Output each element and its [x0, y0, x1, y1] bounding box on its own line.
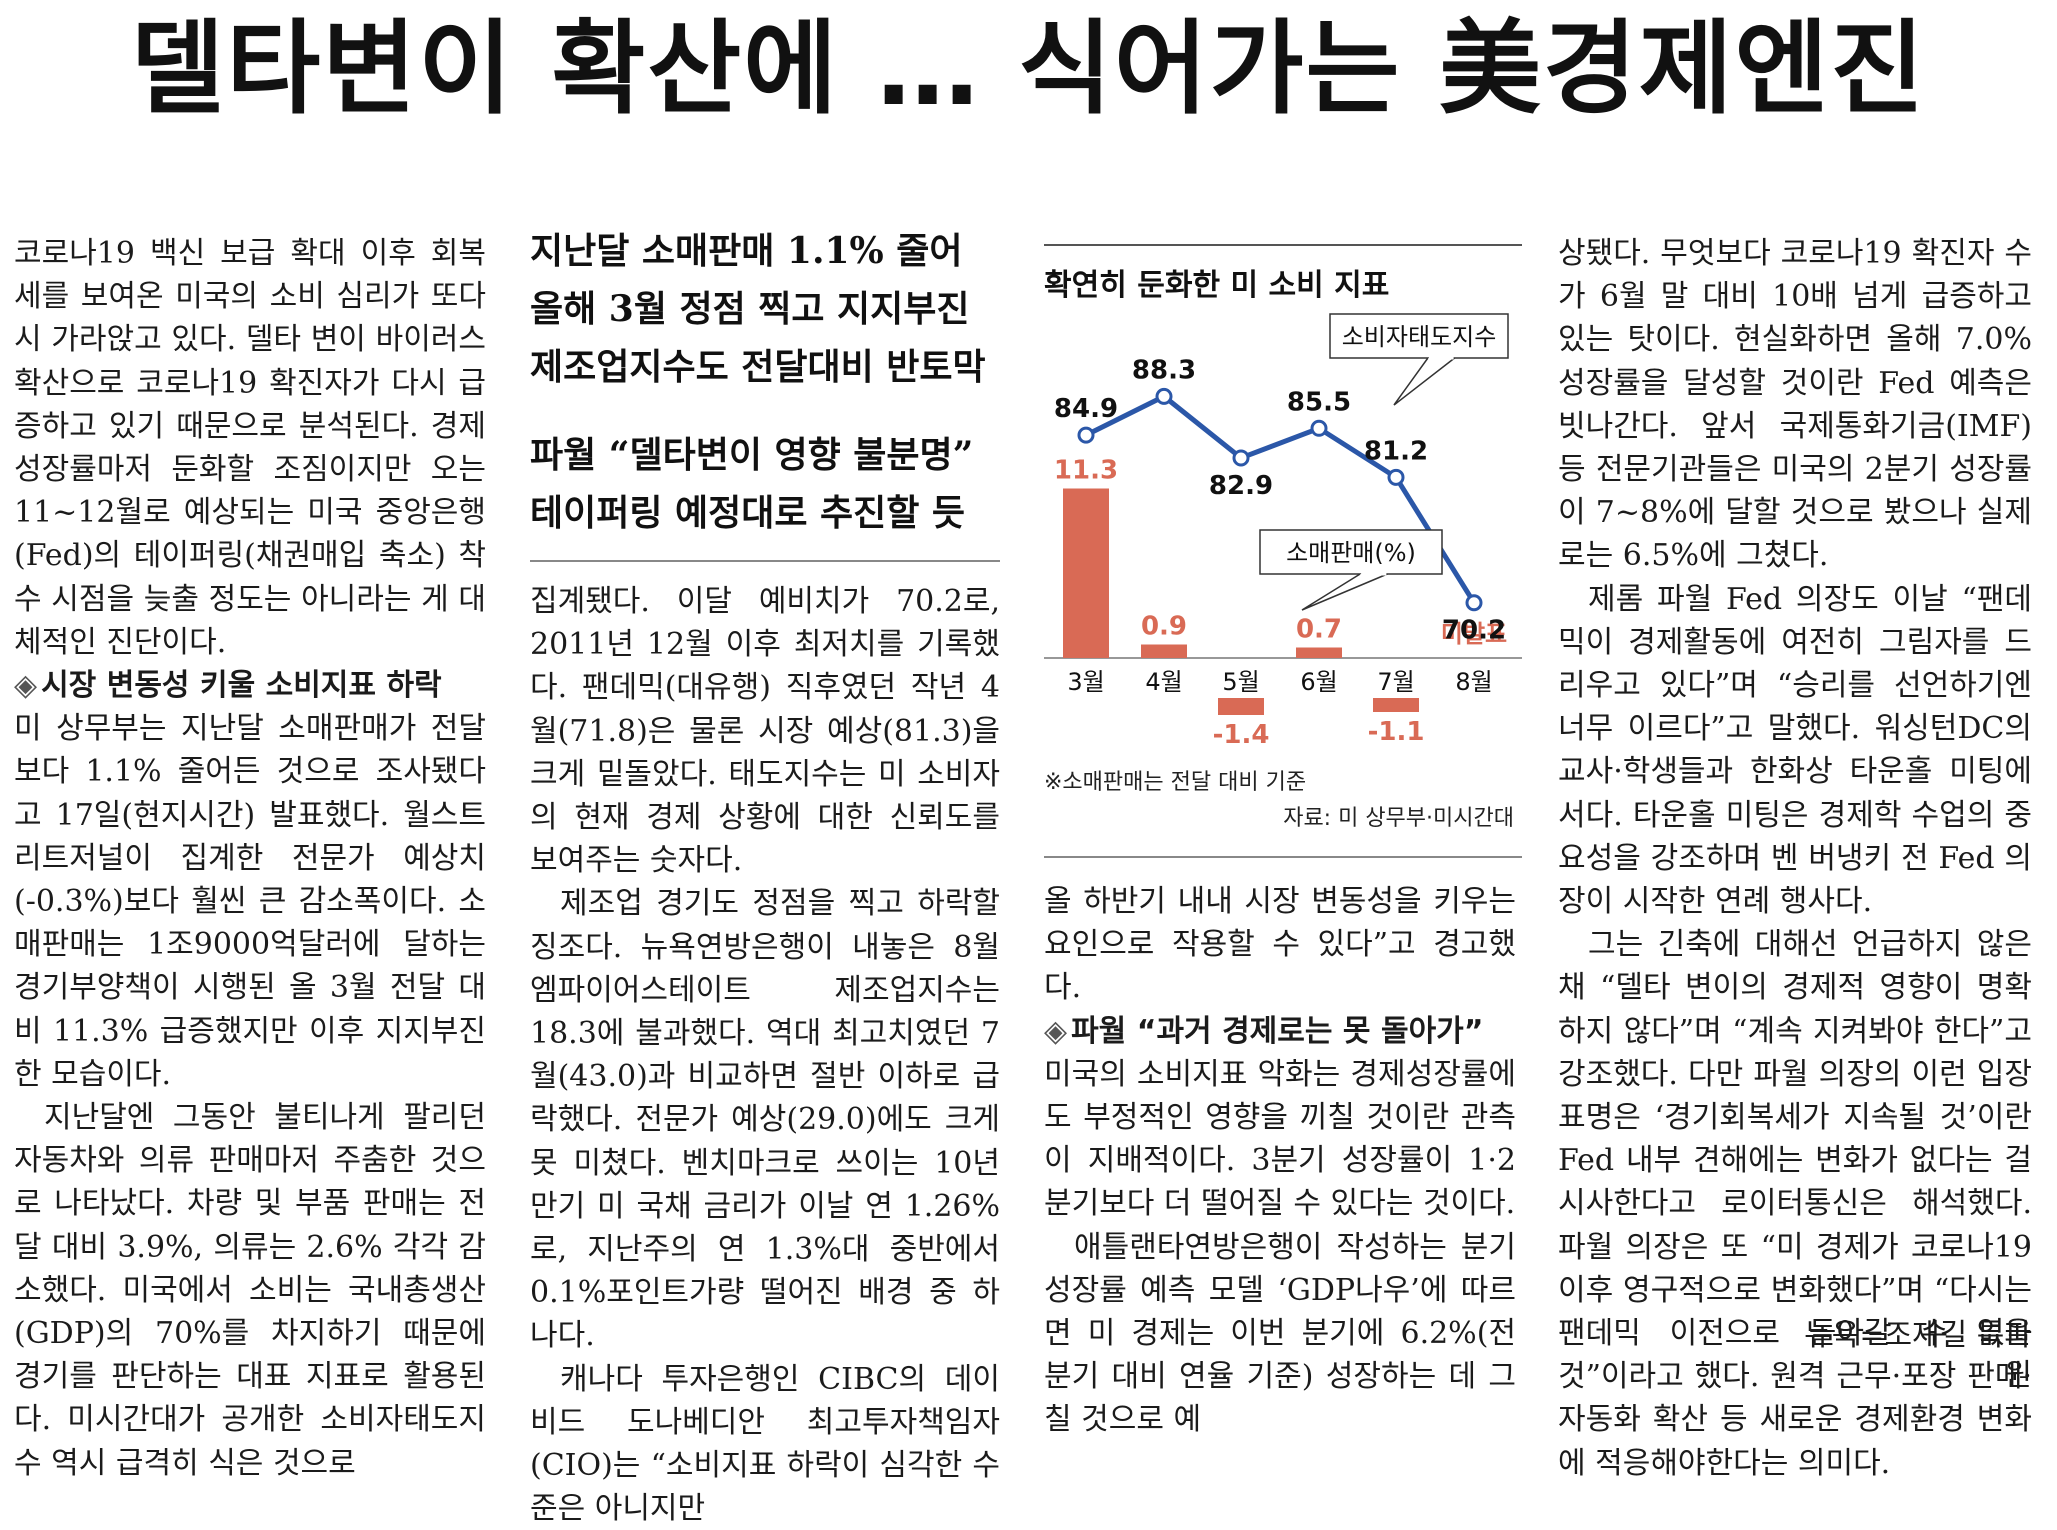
deck-line: 지난달 소매판매 1.1% 줄어	[530, 230, 963, 272]
deck-line: 파월 “델타변이 영향 불분명”	[530, 434, 974, 476]
bar-data-label: 11.3	[1054, 456, 1118, 486]
chart-top-rule	[1044, 244, 1522, 246]
bar-mark	[1218, 698, 1264, 715]
x-tick-label: 5월	[1222, 668, 1259, 696]
bar-mark	[1063, 488, 1109, 658]
bar-data-label: 0.9	[1141, 612, 1187, 642]
bar-data-label: -1.4	[1213, 720, 1270, 750]
deck-line: 제조업지수도 전달대비 반토막	[530, 346, 986, 388]
bar-missing-label: 미발표	[1441, 620, 1507, 648]
line-series-path	[1084, 393, 1477, 605]
line-point	[1310, 419, 1328, 437]
chart-title: 확연히 둔화한 미 소비 지표	[1044, 268, 1390, 303]
chart-bottom-rule	[1044, 856, 1522, 858]
paragraph: 집계됐다. 이달 예비치가 70.2로, 2011년 12월 이후 최저치를 기…	[530, 584, 1000, 879]
line-data-label: 85.5	[1287, 387, 1351, 417]
line-data-label: 70.2	[1442, 616, 1506, 646]
column-3: 올 하반기 내내 시장 변동성을 키우는 요인으로 작용할 수 있다”고 경고했…	[1044, 880, 1516, 1442]
paragraph: 올 하반기 내내 시장 변동성을 키우는 요인으로 작용할 수 있다”고 경고했…	[1044, 884, 1516, 1006]
line-data-label: 81.2	[1364, 436, 1428, 466]
section-subhead: ◈ 시장 변동성 키울 소비지표 하락	[14, 664, 486, 707]
legend-bar-text: 소매판매(%)	[1286, 539, 1416, 567]
paragraph: 미국의 소비지표 악화는 경제성장률에도 부정적인 영향을 끼칠 것이란 관측이…	[1044, 1056, 1516, 1222]
chart-note: ※소매판매는 전달 대비 기준	[1044, 770, 1307, 795]
column-4: 상됐다. 무엇보다 코로나19 확진자 수가 6월 말 대비 10배 넘게 급증…	[1558, 232, 2032, 1485]
paragraph: 상됐다. 무엇보다 코로나19 확진자 수가 6월 말 대비 10배 넘게 급증…	[1558, 236, 2032, 574]
paragraph: 코로나19 백신 보급 확대 이후 회복세를 보여온 미국의 소비 심리가 또다…	[14, 236, 486, 660]
diamond-bullet-icon: ◈	[1044, 1013, 1068, 1049]
bar-data-label: 0.7	[1296, 615, 1342, 645]
paragraph: 제조업 경기도 정점을 찍고 하락할 징조다. 뉴욕연방은행이 내놓은 8월 엠…	[530, 886, 1000, 1354]
legend-line-text: 소비자태도지수	[1342, 323, 1497, 351]
line-point	[1232, 449, 1250, 467]
x-tick-label: 8월	[1455, 668, 1492, 696]
bar-mark	[1296, 647, 1342, 658]
byline: 뉴욕=조재길 특파원	[1804, 1318, 2032, 1393]
section-subhead-text: 파월 “과거 경제로는 못 돌아가”	[1071, 1013, 1484, 1049]
headline: 델타변이 확산에 … 식어가는 美경제엔진	[130, 10, 1927, 129]
legend-line-box	[1329, 313, 1509, 359]
x-tick-label: 4월	[1145, 668, 1182, 696]
legend-line-pointer	[1393, 357, 1456, 406]
line-point	[1387, 468, 1405, 486]
line-data-label: 84.9	[1054, 394, 1118, 424]
line-point	[1465, 594, 1483, 612]
line-data-label: 82.9	[1209, 471, 1273, 501]
legend-bar-pointer	[1301, 573, 1388, 611]
subheadline-decks: 지난달 소매판매 1.1% 줄어 올해 3월 정점 찍고 지지부진 제조업지수도…	[530, 222, 1010, 542]
paragraph: 제롬 파월 Fed 의장도 이날 “팬데믹이 경제활동에 여전히 그림자를 드리…	[1558, 581, 2032, 920]
deck-line: 올해 3월 정점 찍고 지지부진	[530, 288, 970, 330]
x-tick-label: 6월	[1300, 668, 1337, 696]
bar-data-label: -1.1	[1368, 717, 1425, 747]
line-point	[1077, 426, 1095, 444]
paragraph: 애틀랜타연방은행이 작성하는 분기 성장률 예측 모델 ‘GDP나우’에 따르면…	[1044, 1229, 1516, 1438]
deck-divider	[530, 560, 1000, 562]
legend-bar-box	[1259, 529, 1443, 575]
section-subhead-text: 시장 변동성 키울 소비지표 하락	[41, 668, 442, 704]
paragraph: 지난달엔 그동안 불티나게 팔리던 자동차와 의류 판매마저 주춤한 것으로 나…	[14, 1100, 486, 1481]
column-2: 집계됐다. 이달 예비치가 70.2로, 2011년 12월 이후 최저치를 기…	[530, 580, 1000, 1530]
bar-mark	[1141, 644, 1187, 658]
bar-mark	[1373, 698, 1419, 712]
section-subhead: ◈ 파월 “과거 경제로는 못 돌아가”	[1044, 1010, 1516, 1053]
chart: 확연히 둔화한 미 소비 지표 11.3 0.9 -1.4 0.7 -1.1 미발표 3월 4…	[1044, 240, 1522, 840]
line-data-label: 88.3	[1132, 355, 1196, 385]
column-1: 코로나19 백신 보급 확대 이후 회복세를 보여온 미국의 소비 심리가 또다…	[14, 232, 486, 1485]
paragraph: 그는 긴축에 대해선 언급하지 않은 채 “델타 변이의 경제적 영향이 명확하…	[1558, 927, 2032, 1481]
paragraph: 미 상무부는 지난달 소매판매가 전달보다 1.1% 줄어든 것으로 조사됐다고…	[14, 711, 486, 1092]
x-tick-label: 3월	[1067, 668, 1104, 696]
chart-plot: 11.3 0.9 -1.4 0.7 -1.1 미발표 3월 4월 5월 6월 7월 8월 84.9 88.…	[1044, 313, 1522, 750]
paragraph: 캐나다 투자은행인 CIBC의 데이비드 도나베디안 최고투자책임자(CIO)는…	[530, 1361, 1000, 1527]
deck-line: 테이퍼링 예정대로 추진할 듯	[530, 492, 966, 534]
diamond-bullet-icon: ◈	[14, 668, 38, 704]
x-tick-label: 7월	[1377, 668, 1414, 696]
line-point	[1155, 387, 1173, 405]
chart-source: 자료: 미 상무부·미시간대	[1283, 806, 1514, 831]
